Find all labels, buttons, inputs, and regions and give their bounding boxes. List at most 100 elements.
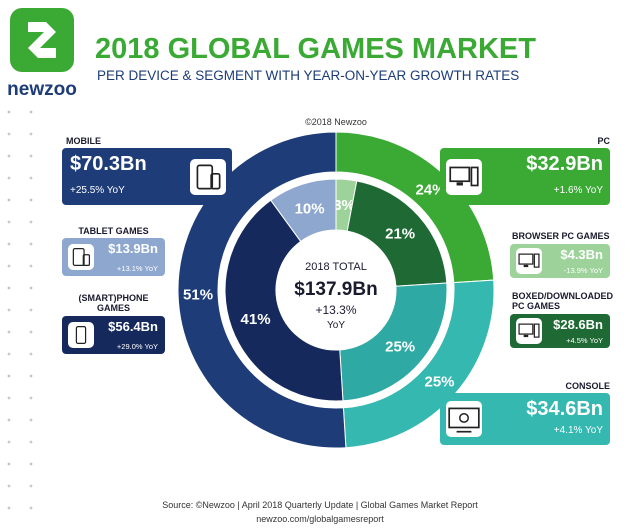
dot [29, 506, 33, 510]
callout-icon [190, 158, 226, 195]
dot [29, 198, 33, 202]
dot [7, 220, 11, 224]
center-growth-unit: YoY [327, 320, 345, 331]
percent-label: 25% [424, 373, 454, 390]
dot [7, 132, 11, 136]
icon [72, 247, 91, 267]
dot [29, 286, 33, 290]
dot [7, 242, 11, 246]
dot [7, 440, 11, 444]
copyright: ©2018 Newzoo [305, 117, 367, 127]
dot [7, 506, 11, 510]
callout-box: $56.4Bn +29.0% YoY [62, 316, 165, 354]
icon [448, 407, 480, 433]
dot [7, 374, 11, 378]
callout-box: $28.6Bn +4.5% YoY [510, 314, 610, 348]
dot [29, 396, 33, 400]
donut-segment [224, 199, 344, 402]
center-title: 2018 TOTAL [305, 261, 367, 273]
callout-icon [516, 248, 542, 274]
dot [29, 264, 33, 268]
dot [29, 110, 33, 114]
callout-value: $13.9Bn [108, 241, 158, 256]
icon [518, 253, 540, 268]
donut-segment [339, 282, 448, 402]
percent-label: 41% [241, 311, 271, 328]
callout-label: CONSOLE [565, 381, 610, 391]
callout-icon [68, 322, 94, 348]
center-value-label: $137.9Bn [294, 279, 377, 300]
percent-label: 51% [183, 286, 213, 303]
callout-value: $32.9Bn [526, 153, 603, 175]
dot [29, 462, 33, 466]
callout-label: TABLET GAMES [78, 226, 149, 236]
dot [29, 242, 33, 246]
callout-icon [446, 401, 482, 437]
callout-growth: +4.5% YoY [566, 336, 603, 345]
callout-value: $4.3Bn [560, 247, 603, 262]
dot [7, 352, 11, 356]
dot [7, 154, 11, 158]
callout-label: MOBILE [66, 136, 101, 146]
icon [518, 323, 540, 338]
dot [7, 308, 11, 312]
dot [7, 198, 11, 202]
donut-segment [177, 131, 347, 449]
dot [29, 484, 33, 488]
dot [29, 330, 33, 334]
callout-box: $13.9Bn +13.1% YoY [62, 238, 165, 276]
logo-text: newzoo [7, 79, 77, 100]
dot [7, 176, 11, 180]
callout-icon [68, 244, 94, 270]
callout-box: $32.9Bn +1.6% YoY [440, 148, 610, 205]
callout-icon [446, 158, 482, 195]
dot [7, 484, 11, 488]
callout-value: $34.6Bn [526, 398, 603, 420]
callout-label: BOXED/DOWNLOADED PC GAMES [512, 291, 613, 311]
callout-growth: +25.5% YoY [70, 185, 125, 196]
dot [29, 132, 33, 136]
callout-box: $4.3Bn -13.9% YoY [510, 244, 610, 278]
callout-label: BROWSER PC GAMES [512, 231, 610, 241]
callout-growth: +1.6% YoY [553, 185, 603, 196]
percent-label: 10% [295, 201, 325, 218]
dot [29, 440, 33, 444]
url: newzoo.com/globalgamesreport [256, 514, 384, 524]
donut: 24% 25% 51% 3% 21% 25% 41% 10% 2018 TOTAL $137.9B… [177, 131, 495, 449]
dot [29, 374, 33, 378]
callout-box: $70.3Bn +25.5% YoY [62, 148, 232, 205]
callout-box: $34.6Bn +4.1% YoY [440, 393, 610, 445]
percent-label: 24% [415, 181, 445, 198]
callout-growth: +29.0% YoY [116, 342, 158, 351]
dot [7, 462, 11, 466]
callout-label: (SMART)PHONE GAMES [78, 293, 149, 313]
title: 2018 GLOBAL GAMES MARKET [95, 33, 536, 65]
subtitle: PER DEVICE & SEGMENT WITH YEAR-ON-YEAR G… [97, 68, 519, 83]
center-growth-label: +13.3% [315, 303, 356, 317]
dot [29, 308, 33, 312]
dot [7, 330, 11, 334]
percent-label: 25% [385, 339, 415, 356]
callout-label: PC [597, 136, 610, 146]
callout-value: $70.3Bn [70, 153, 147, 175]
source: Source: ©Newzoo | April 2018 Quarterly U… [162, 500, 478, 510]
callout-icon [516, 318, 542, 344]
dot [29, 418, 33, 422]
dot [29, 220, 33, 224]
dot [7, 418, 11, 422]
dot [7, 286, 11, 290]
icon [449, 166, 479, 186]
donut-segment [270, 178, 337, 243]
percent-label: 3% [333, 197, 355, 214]
callout-growth: +4.1% YoY [553, 425, 603, 436]
callout-value: $28.6Bn [553, 317, 603, 332]
callout-growth: -13.9% YoY [563, 266, 603, 275]
callout-value: $56.4Bn [108, 319, 158, 334]
decor-dots [7, 110, 33, 510]
percent-label: 21% [385, 225, 415, 242]
dot [7, 264, 11, 268]
dot [29, 154, 33, 158]
icon [75, 325, 87, 345]
